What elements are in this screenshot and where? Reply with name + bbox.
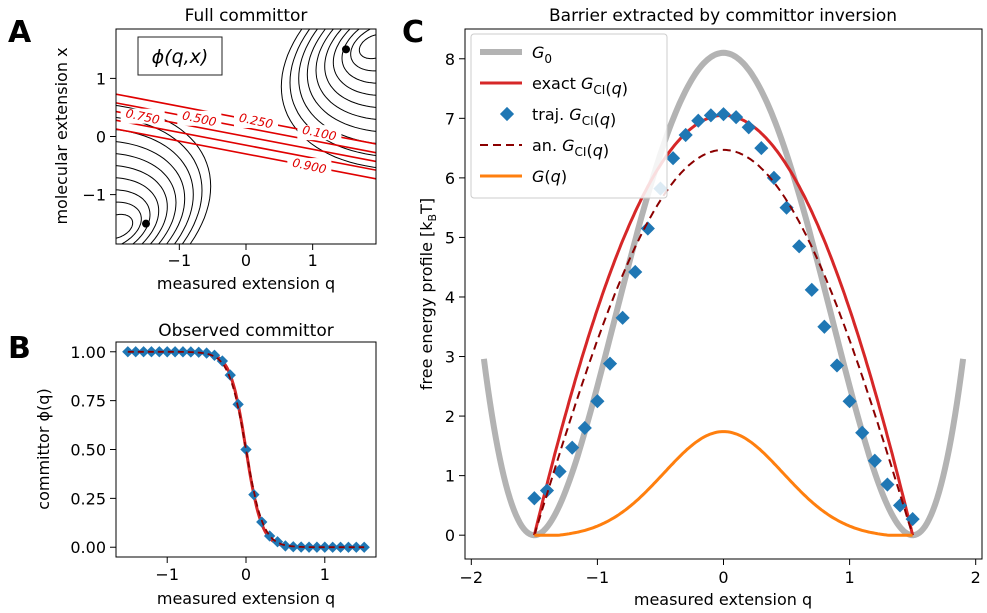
y-tick-label: 0.00 — [70, 538, 106, 557]
traj-gci-point — [792, 239, 806, 253]
panel-b-title: Observed committor — [158, 321, 334, 341]
y-tick-label: 0 — [96, 128, 106, 147]
panel-c-x-ticks: −2 −1 0 1 2 — [460, 559, 981, 587]
phi-label: ϕ(q,x) — [152, 46, 209, 68]
energy-contour-line — [359, 35, 376, 59]
panel-c-xlabel: measured extension q — [634, 590, 812, 609]
panel-b-xlabel: measured extension q — [157, 589, 335, 608]
panel-b-ylabel: committor ϕ(q) — [34, 388, 53, 509]
traj-gci-point — [742, 120, 756, 134]
traj-gci-point — [754, 141, 768, 155]
panel-label-c: C — [402, 15, 424, 50]
y-tick-label: 2 — [445, 407, 455, 426]
panel-a-legend: ϕ(q,x) — [138, 37, 222, 75]
x-tick-label: 1 — [845, 568, 855, 587]
panel-c-y-ticks: 8 7 6 5 4 3 2 1 0 — [445, 50, 465, 545]
panel-a-ylabel: molecular extension x — [52, 47, 71, 224]
y-tick-label: 1 — [96, 69, 106, 88]
an-gci-curve — [534, 150, 912, 535]
panel-c-legend: G0 exact GCI(q) traj. GCI(q) an. GCI(q) G(q) — [471, 34, 667, 198]
x-tick-label: −1 — [586, 568, 610, 587]
x-tick-label: 0 — [718, 568, 728, 587]
y-tick-label: 0.50 — [70, 441, 106, 460]
panel-a-title: Full committor — [185, 6, 308, 26]
y-tick-label: 0.25 — [70, 489, 106, 508]
panel-a-y-ticks: 1 0 −1 — [82, 69, 116, 204]
y-tick-label: 7 — [445, 109, 455, 128]
y-tick-label: 0.75 — [70, 392, 106, 411]
legend-label: G(q) — [532, 167, 567, 186]
energy-contour-line — [106, 202, 141, 250]
observed-committor-lines — [122, 346, 370, 553]
y-tick-label: 1 — [445, 467, 455, 486]
x-tick-label: −1 — [168, 251, 192, 270]
energy-minimum-dot — [342, 45, 350, 53]
y-tick-label: 6 — [445, 169, 455, 188]
panel-c-title: Barrier extracted by committor inversion — [549, 6, 897, 26]
panel-c: G0 exact GCI(q) traj. GCI(q) an. GCI(q) G(q)… — [402, 6, 982, 609]
x-tick-label: 1 — [320, 565, 330, 584]
panel-b-x-ticks: −1 0 1 — [155, 557, 329, 584]
y-tick-label: 5 — [445, 228, 455, 247]
panel-b: Observed committor −1 0 1 1.00 0.75 0.50 0.25… — [8, 321, 376, 608]
y-tick-label: 3 — [445, 348, 455, 367]
energy-contour-line — [76, 165, 167, 285]
x-tick-label: 1 — [308, 251, 318, 270]
energy-contour-line — [342, 12, 396, 84]
y-tick-label: 1.00 — [70, 343, 106, 362]
traj-gci-point — [729, 110, 743, 124]
panel-a-x-ticks: −1 0 1 — [168, 244, 318, 270]
energy-contour-line — [116, 214, 133, 238]
y-tick-label: −1 — [82, 186, 106, 205]
traj-gci-point — [855, 426, 869, 440]
traj-gci-point — [716, 107, 730, 121]
x-tick-label: 0 — [241, 251, 251, 270]
energy-minimum-dot — [142, 220, 150, 228]
traj-gci-point — [817, 320, 831, 334]
panel-b-y-ticks: 1.00 0.75 0.50 0.25 0.00 — [70, 343, 116, 557]
traj-gci-point — [527, 491, 541, 505]
panel-a-xlabel: measured extension q — [157, 274, 335, 293]
x-tick-label: 0 — [241, 565, 251, 584]
energy-contour-line — [351, 23, 386, 71]
x-tick-label: −2 — [460, 568, 484, 587]
y-tick-label: 8 — [445, 50, 455, 69]
x-tick-label: −1 — [155, 565, 179, 584]
traj-gci-point — [805, 283, 819, 297]
x-tick-label: 2 — [971, 568, 981, 587]
panel-label-a: A — [8, 15, 32, 50]
gq-curve — [534, 432, 912, 536]
y-tick-label: 0 — [445, 526, 455, 545]
y-tick-label: 4 — [445, 288, 455, 307]
panel-c-ylabel: free energy profile [kBT] — [417, 198, 439, 390]
panel-label-b: B — [8, 331, 31, 366]
